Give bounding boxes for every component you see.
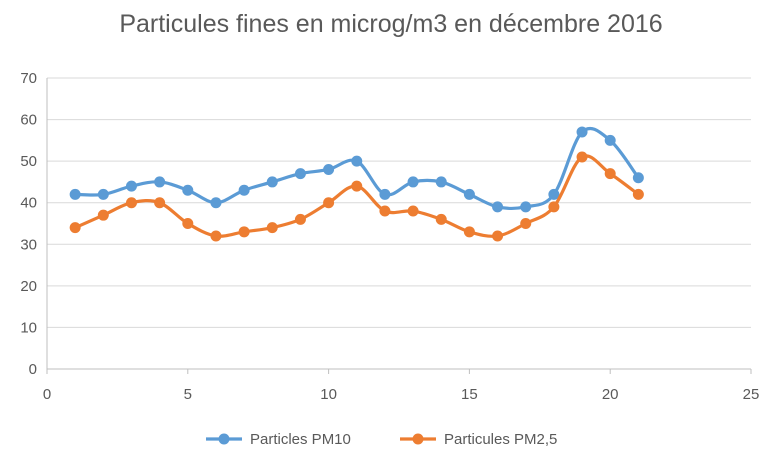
data-point [323,197,335,209]
data-point [520,201,532,213]
data-point [238,184,250,196]
data-point [266,176,278,188]
data-point [210,197,222,209]
data-point [182,218,194,229]
y-tick-label: 20 [20,278,37,295]
gridlines [47,77,751,370]
data-point [548,188,560,200]
data-point [463,226,475,238]
legend-swatch-marker [218,433,230,445]
legend-label: Particules PM2,5 [444,431,557,448]
y-tick-label: 0 [29,361,37,378]
axes: 0 10 20 30 40 50 60 70 0 5 10 15 20 25 [20,70,759,403]
x-tick-label: 15 [461,386,478,403]
legend-swatch-marker [412,433,424,445]
data-point [294,213,306,225]
data-point [435,213,447,225]
y-tick-label: 50 [20,153,37,170]
data-point [154,176,166,188]
data-point [69,188,81,200]
data-point [407,176,419,188]
data-point [463,188,475,200]
data-point [182,184,194,196]
data-point [576,126,588,138]
x-tick-label: 25 [743,386,760,403]
data-point [323,163,335,175]
data-point [632,172,644,184]
series-2 [69,151,644,242]
data-point [351,180,363,192]
data-point [125,197,137,209]
data-point [604,168,616,180]
data-point [435,176,447,188]
x-tick-label: 0 [43,386,51,403]
data-point [379,188,391,200]
y-tick-label: 40 [20,195,37,212]
legend-item: Particles PM10 [206,431,351,448]
legend-item: Particules PM2,5 [400,431,557,448]
y-tick-label: 60 [20,112,37,129]
data-point [97,188,109,200]
data-point [576,151,588,163]
data-point [407,205,419,217]
legend: Particles PM10 Particules PM2,5 [206,431,557,448]
data-point [266,222,278,234]
chart-title: Particules fines en microg/m3 en décembr… [119,10,662,38]
data-point [379,205,391,217]
series-1 [69,126,644,213]
data-point [69,222,81,234]
y-tick-label: 70 [20,70,37,87]
x-tick-label: 20 [602,386,619,403]
data-point [210,230,222,242]
data-point [125,180,137,192]
series-group [69,126,644,242]
data-point [632,188,644,200]
x-tick-label: 10 [320,386,337,403]
data-point [492,201,504,213]
x-tick-label: 5 [184,386,192,403]
legend-label: Particles PM10 [250,431,351,448]
y-tick-label: 30 [20,236,37,253]
data-point [154,197,166,209]
data-point [520,218,532,229]
data-point [604,134,616,146]
data-point [351,155,363,167]
data-point [294,168,306,180]
y-tick-label: 10 [20,319,37,336]
data-point [97,209,109,221]
data-point [238,226,250,238]
data-point [548,201,560,213]
data-point [492,230,504,242]
